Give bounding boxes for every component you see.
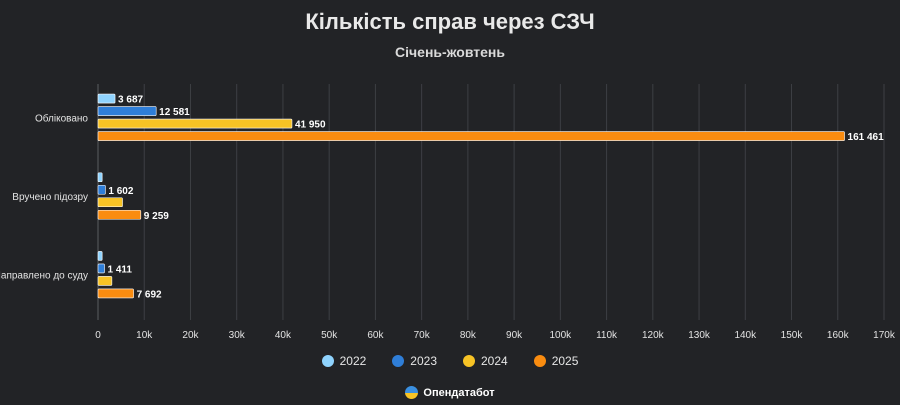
legend-label: 2025 (551, 354, 579, 368)
opendatabot-logo-icon (405, 386, 419, 399)
bar (97, 172, 103, 183)
logo-top (405, 386, 419, 393)
x-tick-label: 40k (275, 330, 292, 341)
chart-legend: 2022 2023 2024 2025 (0, 354, 900, 368)
legend-item-2022[interactable]: 2022 (321, 354, 367, 368)
x-tick-label: 90k (506, 330, 523, 341)
logo-bottom (405, 393, 419, 399)
data-label: 12 581 (159, 107, 190, 118)
chart-subtitle: Січень-жовтень (395, 44, 505, 60)
data-label: 7 692 (137, 289, 162, 300)
x-tick-label: 110k (596, 330, 618, 341)
x-tick-label: 100k (550, 330, 573, 341)
bar (97, 131, 845, 141)
legend-dot-icon (463, 355, 475, 367)
bar (97, 288, 134, 299)
x-tick-label: 20k (182, 330, 199, 341)
x-tick-label: 140k (734, 330, 757, 341)
bar (97, 197, 123, 208)
bar (97, 106, 157, 116)
data-label: 1 411 (108, 264, 133, 275)
category-label: Обліковано (35, 112, 88, 124)
data-label: 3 687 (118, 95, 143, 106)
data-label: 1 602 (108, 186, 133, 197)
x-tick-label: 50k (321, 330, 338, 341)
chart-title: Кількість справ через СЗЧ (305, 9, 595, 34)
bar (97, 118, 293, 129)
bar (97, 209, 142, 220)
brand-name: Опендатабот (423, 386, 495, 399)
category-label: Направлено до суду (0, 271, 88, 282)
legend-item-2025[interactable]: 2025 (533, 354, 579, 368)
data-label: 9 259 (144, 211, 169, 222)
legend-dot-icon (392, 355, 405, 367)
legend-dot-icon (321, 355, 334, 367)
x-tick-label: 0 (95, 330, 101, 341)
data-label: 41 950 (295, 120, 326, 131)
legend-label: 2023 (410, 354, 437, 368)
legend-item-2023[interactable]: 2023 (392, 354, 437, 368)
bar (97, 184, 106, 195)
x-tick-label: 70k (414, 330, 431, 341)
x-tick-label: 170k (873, 330, 896, 341)
brand-footer: Опендатабот (0, 386, 900, 399)
x-tick-label: 80k (460, 330, 477, 341)
category-label: Вручено підозру (12, 192, 88, 203)
bar (97, 276, 113, 286)
x-tick-label: 150k (781, 330, 804, 341)
x-tick-label: 160k (827, 330, 850, 341)
x-tick-label: 60k (367, 330, 384, 341)
bar (97, 251, 103, 261)
legend-item-2024[interactable]: 2024 (463, 354, 508, 368)
legend-label: 2022 (339, 354, 367, 368)
x-tick-label: 30k (229, 330, 246, 341)
x-tick-label: 10k (136, 330, 153, 341)
legend-dot-icon (533, 355, 546, 367)
bar (97, 263, 105, 274)
bar (97, 93, 116, 104)
data-label: 161 461 (848, 132, 885, 143)
legend-label: 2024 (481, 354, 508, 368)
x-tick-label: 120k (642, 330, 665, 341)
x-tick-label: 130k (688, 330, 711, 341)
